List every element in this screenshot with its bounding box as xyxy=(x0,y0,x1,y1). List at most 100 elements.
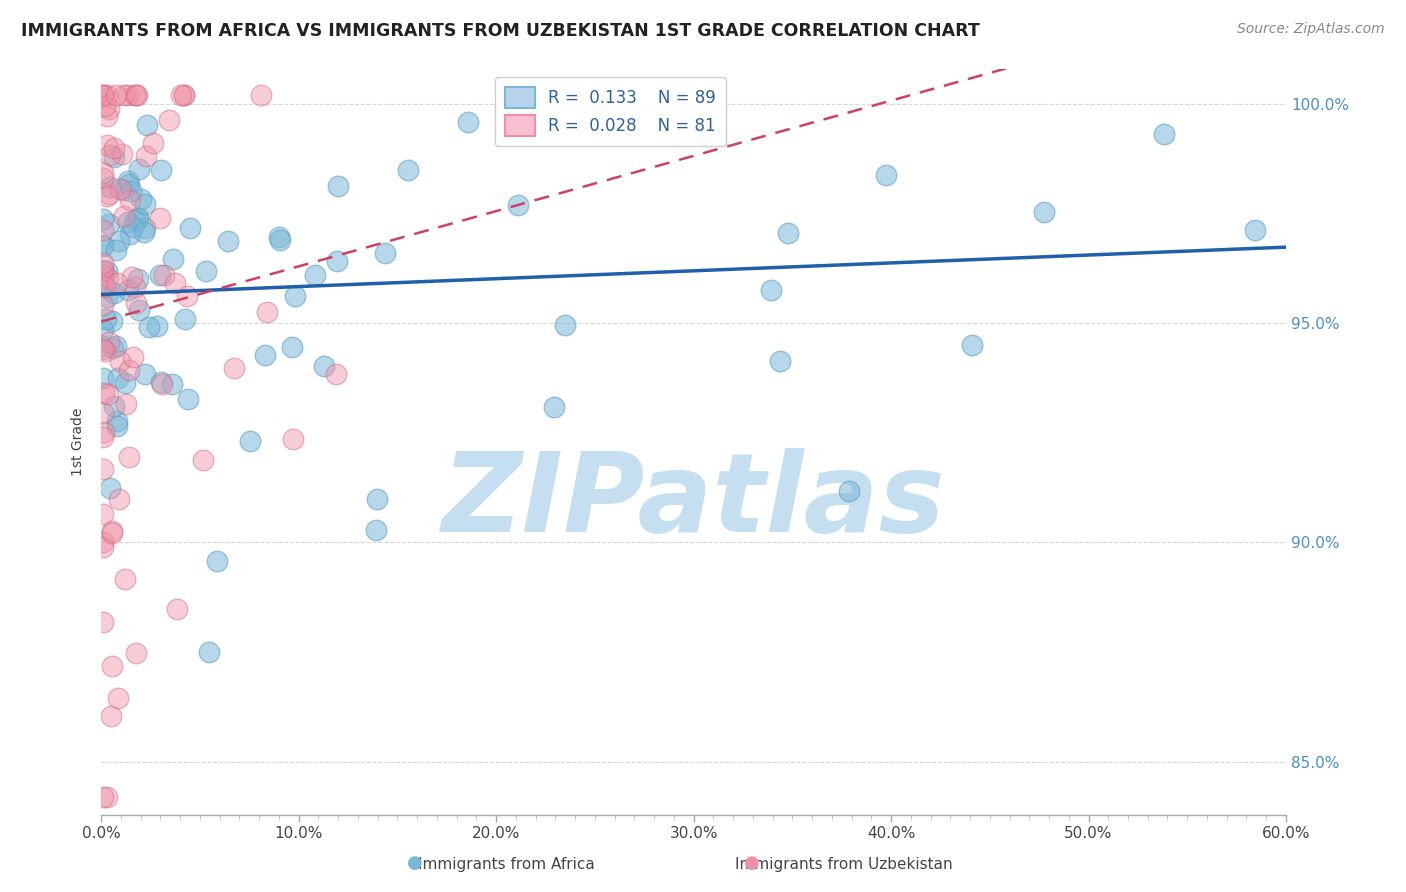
Point xyxy=(91,339,114,353)
Point xyxy=(112,183,135,197)
Point xyxy=(124,280,146,294)
Point xyxy=(325,368,347,382)
Point xyxy=(325,253,347,268)
Point xyxy=(173,311,195,326)
Point xyxy=(134,221,156,235)
Point xyxy=(149,375,172,389)
Point xyxy=(179,221,201,235)
Point xyxy=(153,268,176,282)
Point xyxy=(91,166,114,180)
Point xyxy=(96,290,118,304)
Point xyxy=(875,168,897,182)
Point xyxy=(127,272,149,286)
Point xyxy=(105,276,128,290)
Point xyxy=(107,234,129,248)
Text: ●: ● xyxy=(406,855,423,872)
Point xyxy=(110,182,132,196)
Point xyxy=(91,256,114,270)
Point xyxy=(177,392,200,406)
Point xyxy=(98,180,121,194)
Point xyxy=(207,553,229,567)
Point xyxy=(94,280,117,294)
Point xyxy=(250,87,273,102)
Point xyxy=(107,691,129,706)
Point xyxy=(91,263,114,277)
Point xyxy=(160,376,183,391)
Text: Immigrants from Africa: Immigrants from Africa xyxy=(418,857,595,872)
Point xyxy=(100,148,122,162)
Point xyxy=(118,363,141,377)
Point xyxy=(101,659,124,673)
Point xyxy=(132,225,155,239)
Point xyxy=(776,226,799,240)
Point xyxy=(104,338,127,352)
Point xyxy=(91,171,114,186)
Point xyxy=(1153,127,1175,141)
Point xyxy=(118,177,141,191)
Point xyxy=(127,87,149,102)
Point xyxy=(457,114,479,128)
Point xyxy=(124,87,146,102)
Point xyxy=(191,453,214,467)
Point xyxy=(166,602,188,616)
Text: ZIPatlas: ZIPatlas xyxy=(441,448,945,555)
Point xyxy=(93,344,115,359)
Point xyxy=(103,341,125,355)
Point xyxy=(91,263,114,277)
Point xyxy=(149,268,172,282)
Point xyxy=(125,646,148,660)
Point xyxy=(96,312,118,326)
Point xyxy=(150,376,173,391)
Point xyxy=(107,371,129,385)
Point xyxy=(96,137,118,152)
Point xyxy=(101,524,124,538)
Text: IMMIGRANTS FROM AFRICA VS IMMIGRANTS FROM UZBEKISTAN 1ST GRADE CORRELATION CHART: IMMIGRANTS FROM AFRICA VS IMMIGRANTS FRO… xyxy=(21,22,980,40)
Point xyxy=(91,298,114,312)
Point xyxy=(118,227,141,241)
Point xyxy=(91,406,114,420)
Point xyxy=(128,162,150,177)
Point xyxy=(543,400,565,414)
Point xyxy=(366,491,388,506)
Point xyxy=(91,323,114,337)
Point xyxy=(91,268,114,282)
Point xyxy=(769,353,792,368)
Point xyxy=(97,335,120,350)
Point xyxy=(135,149,157,163)
Point xyxy=(134,196,156,211)
Point xyxy=(103,140,125,154)
Point xyxy=(117,215,139,229)
Point xyxy=(149,163,172,178)
Point xyxy=(194,263,217,277)
Point xyxy=(693,128,716,142)
Point xyxy=(121,350,143,364)
Point xyxy=(112,87,135,102)
Point xyxy=(103,286,125,301)
Point xyxy=(118,450,141,465)
Point xyxy=(165,276,187,290)
Point xyxy=(91,87,114,102)
Point xyxy=(170,87,193,102)
Point xyxy=(396,163,419,178)
Point xyxy=(114,572,136,586)
Point xyxy=(97,270,120,285)
Point xyxy=(146,318,169,333)
Point xyxy=(103,399,125,413)
Point xyxy=(267,230,290,244)
Point xyxy=(120,185,142,199)
Point xyxy=(91,212,114,227)
Point xyxy=(256,305,278,319)
Point xyxy=(93,425,115,439)
Point xyxy=(105,414,128,428)
Point xyxy=(104,243,127,257)
Text: Source: ZipAtlas.com: Source: ZipAtlas.com xyxy=(1237,22,1385,37)
Point xyxy=(96,264,118,278)
Point xyxy=(254,348,277,362)
Point xyxy=(222,360,245,375)
Point xyxy=(281,340,304,354)
Point xyxy=(91,789,114,804)
Point xyxy=(114,376,136,391)
Point xyxy=(198,645,221,659)
Point xyxy=(107,419,129,434)
Point xyxy=(239,434,262,448)
